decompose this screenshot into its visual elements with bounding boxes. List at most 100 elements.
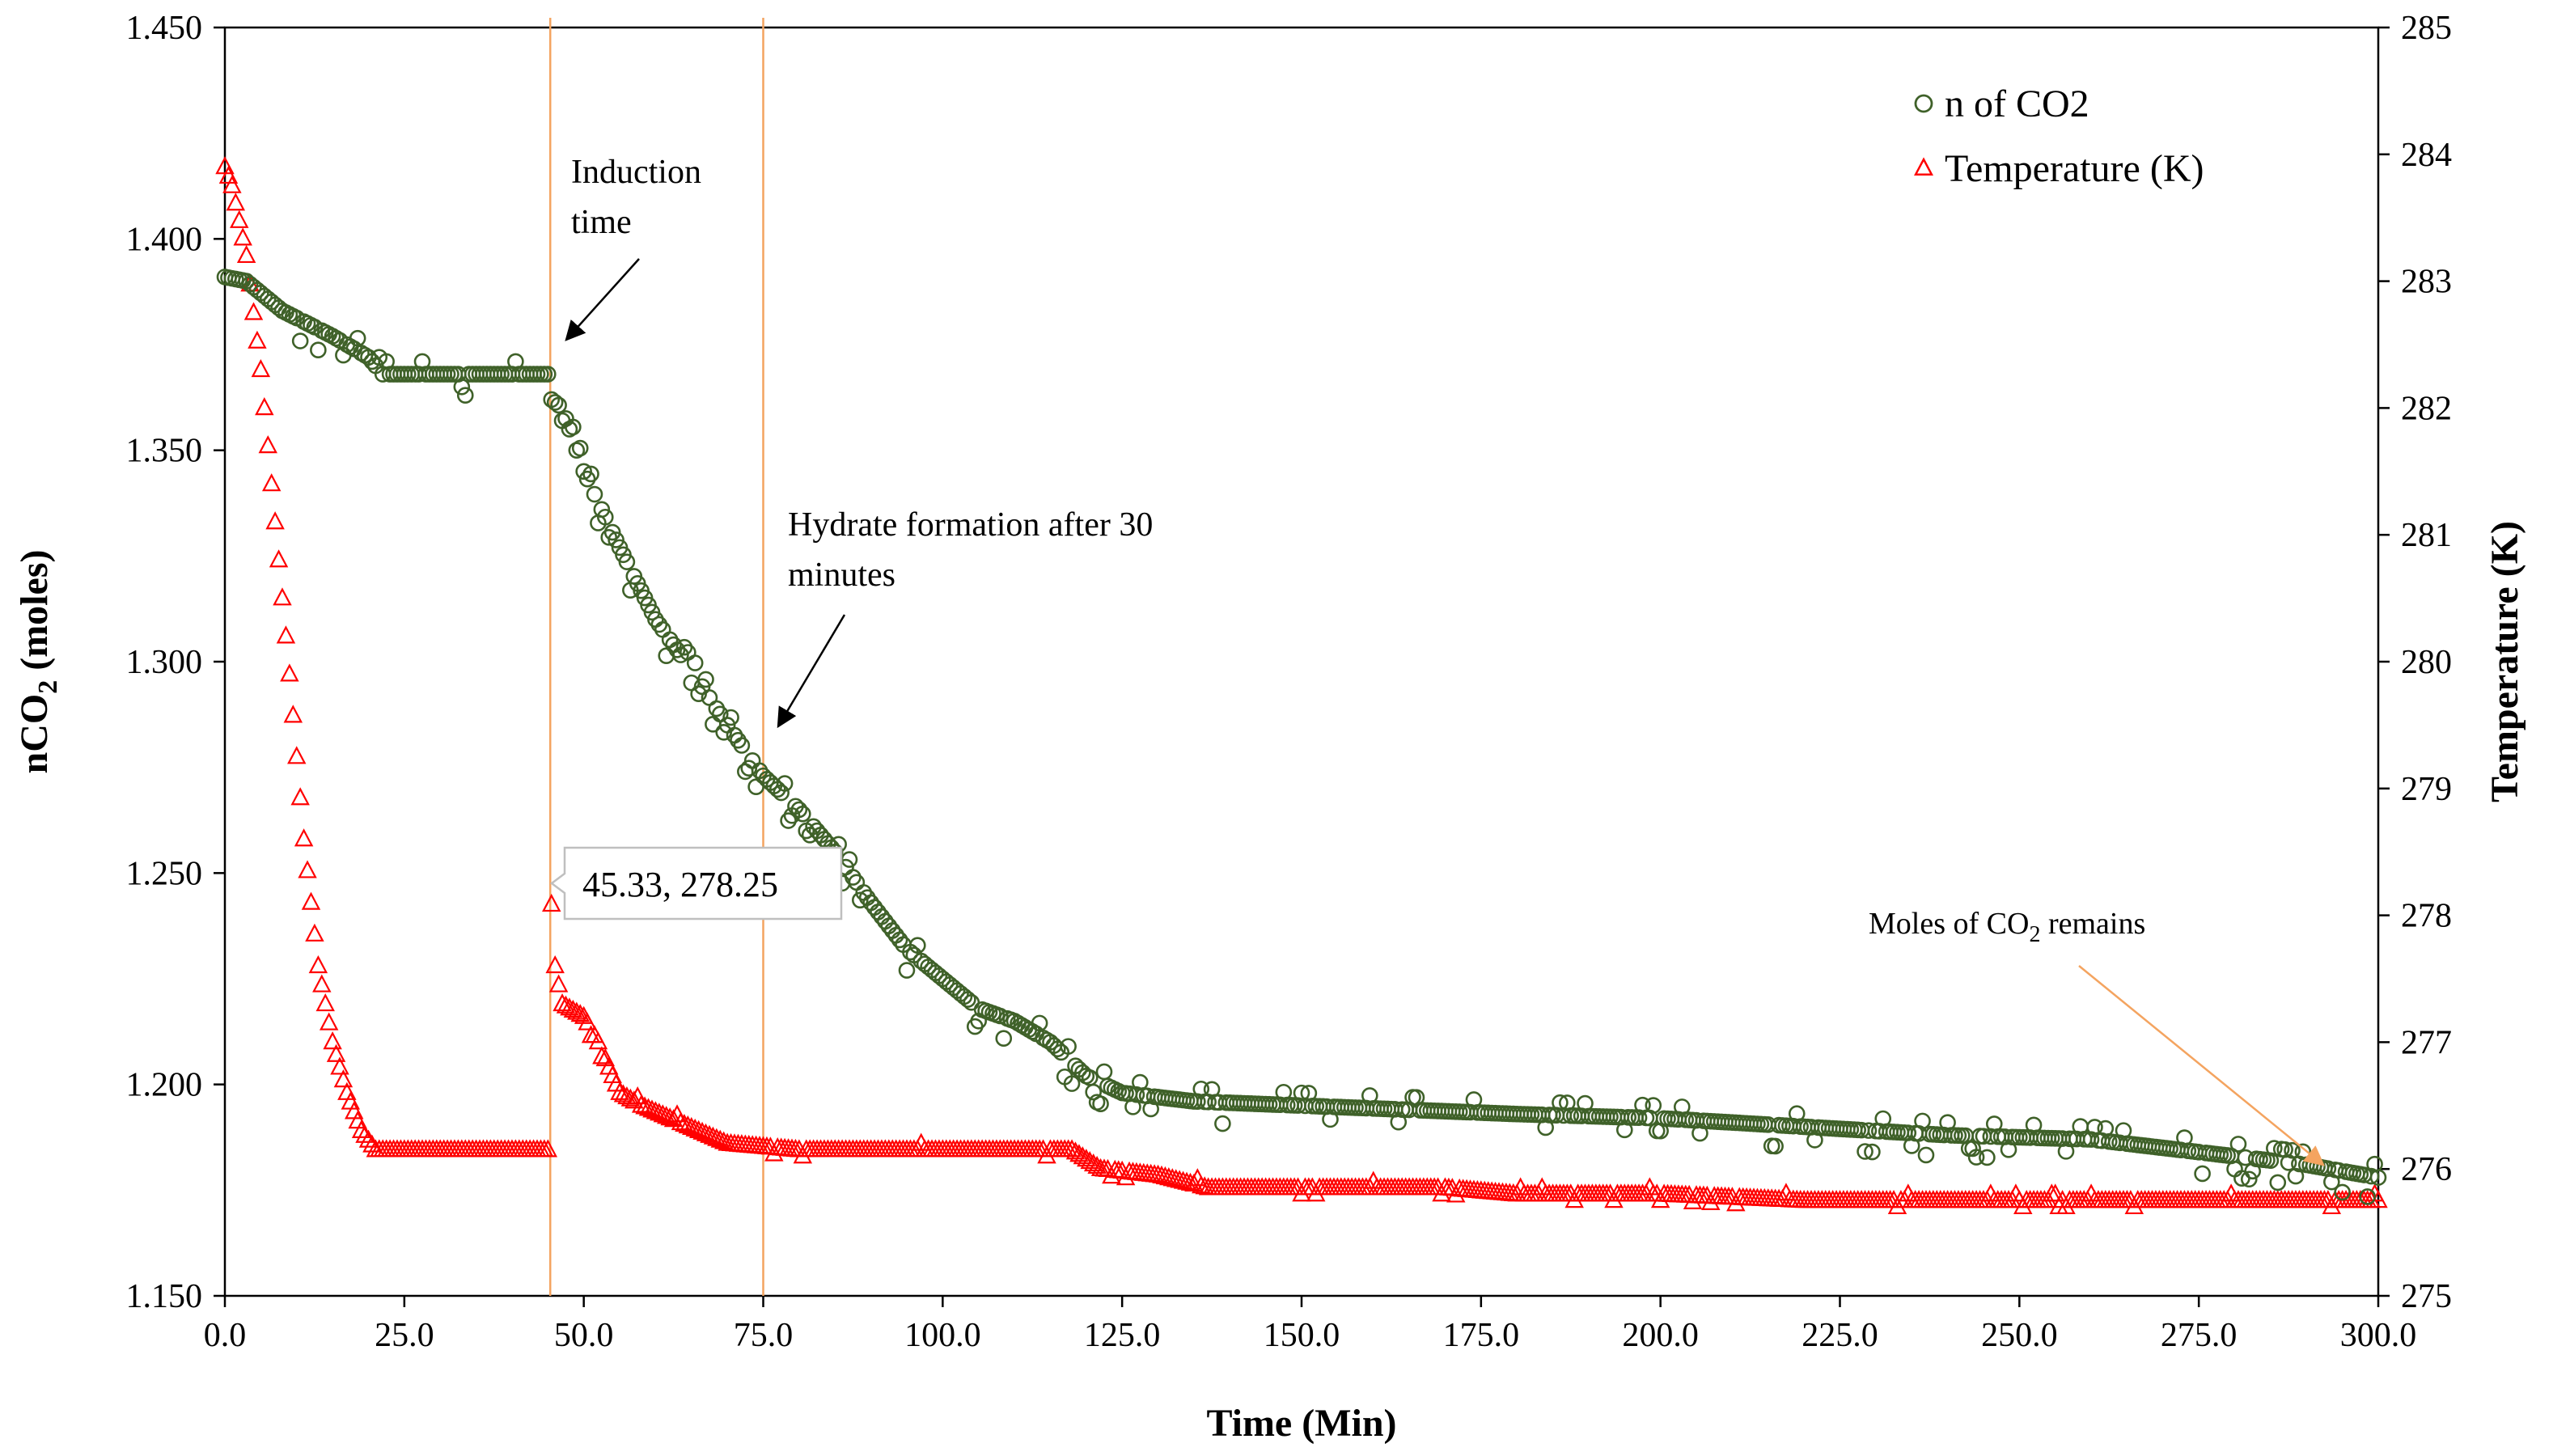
nco2-point <box>1092 1095 1109 1113</box>
nco2-point <box>672 646 689 663</box>
y-right-tick-label: 281 <box>2401 517 2452 554</box>
temperature-point <box>258 435 277 454</box>
nco2-point <box>2359 1188 2376 1205</box>
annotation-hydrate-line1: Hydrate formation after 30 <box>788 506 1153 544</box>
temperature-point <box>556 995 576 1014</box>
nco2-point <box>722 709 739 726</box>
temperature-point <box>265 511 285 530</box>
temperature-point <box>261 473 282 492</box>
nco2-point <box>291 332 309 349</box>
y-right-tick-label: 285 <box>2401 10 2452 47</box>
x-tick-label: 200.0 <box>1622 1317 1699 1354</box>
temperature-point <box>243 302 264 320</box>
nco2-point <box>1964 1140 1981 1158</box>
y-left-tick-label: 1.300 <box>126 644 203 681</box>
nco2-point <box>908 937 926 954</box>
nco2-point <box>2266 1140 2283 1157</box>
temperature-point <box>230 210 249 228</box>
nco2-point <box>550 396 567 414</box>
callout-label: 45.33, 278.25 <box>582 865 778 904</box>
nco2-point <box>661 631 679 649</box>
legend-label: Temperature (K) <box>1945 147 2204 190</box>
nco2-point <box>582 465 599 483</box>
y-right-label-group: Temperature (K) <box>2483 521 2526 802</box>
nco2-point <box>2229 1136 2247 1153</box>
nco2-point <box>1857 1143 1873 1160</box>
nco2-point <box>1142 1100 1159 1118</box>
x-tick-label: 300.0 <box>2340 1317 2417 1354</box>
nco2-point <box>2334 1183 2351 1201</box>
nco2-point <box>456 387 474 404</box>
nco2-point <box>1917 1146 1935 1164</box>
temperature-point <box>548 974 569 993</box>
nco2-point <box>740 760 758 777</box>
nco2-point <box>959 991 976 1008</box>
y-right-tick-label: 284 <box>2401 137 2452 174</box>
y-right-tick-label: 282 <box>2401 390 2452 427</box>
x-tick-label: 250.0 <box>1981 1317 2058 1354</box>
temperature-point <box>358 1129 379 1148</box>
nco2-point <box>571 439 589 457</box>
nco2-point <box>2269 1174 2287 1191</box>
annotation-hydrate-line2: minutes <box>788 557 895 594</box>
nco2-point <box>539 366 557 383</box>
temperature-point <box>542 893 561 912</box>
y-left-tick-label: 1.150 <box>126 1278 203 1315</box>
temperature-point <box>251 359 271 378</box>
nco2-point <box>1645 1097 1662 1114</box>
temperature-point <box>1073 1146 1093 1165</box>
temperature-point <box>1180 1172 1200 1191</box>
nco2-point <box>654 620 671 638</box>
nco2-point <box>665 636 682 654</box>
temperature-point <box>355 1124 375 1143</box>
nco2-point <box>733 737 751 754</box>
nco2-point <box>1095 1063 1113 1081</box>
nco2-point <box>848 874 866 891</box>
temperature-point <box>567 1001 586 1020</box>
legend-label: n of CO2 <box>1945 83 2089 125</box>
nco2-point <box>1860 1122 1878 1139</box>
temperature-point <box>326 1043 346 1062</box>
x-tick-label: 175.0 <box>1443 1317 1520 1354</box>
nco2-point <box>2082 1131 2100 1148</box>
temperature-point <box>538 1139 558 1158</box>
nco2-point <box>2362 1167 2380 1185</box>
y-right-axis-label: Temperature (K) <box>2483 521 2526 802</box>
nco2-point <box>1914 1112 1931 1130</box>
temperature-point <box>563 999 583 1018</box>
legend: n of CO2 Temperature (K) <box>1914 83 2204 190</box>
nco2-point <box>2240 1170 2258 1188</box>
temperature-point <box>617 1086 637 1105</box>
nco2-point <box>2369 1169 2387 1186</box>
y-right-tick-label: 280 <box>2401 644 2452 681</box>
nco2-point <box>2244 1162 2262 1180</box>
nco2-point <box>2280 1154 2297 1171</box>
nco2-point <box>794 805 811 823</box>
temperature-point <box>578 1012 597 1031</box>
y-right-tick-label: 276 <box>2401 1151 2452 1188</box>
nco2-point <box>618 553 636 570</box>
temperature-point <box>222 175 242 193</box>
nco2-point <box>1979 1149 1996 1166</box>
temperature-point <box>620 1088 641 1107</box>
temperature-point <box>545 954 565 974</box>
x-tick-label: 25.0 <box>375 1317 434 1354</box>
y-right-tick-label: 279 <box>2401 771 2452 808</box>
y-left-tick-label: 1.200 <box>126 1067 203 1104</box>
temperature-point <box>588 1031 608 1050</box>
temperature-point <box>570 1004 590 1022</box>
nco2-point <box>790 801 808 819</box>
nco2-point <box>898 962 916 979</box>
legend-marker-temperature <box>1914 157 1933 176</box>
y-right-tick-label: 275 <box>2401 1278 2452 1315</box>
nco2-point <box>2262 1152 2280 1170</box>
x-tick-label: 275.0 <box>2161 1317 2238 1354</box>
annotation-induction-line2: time <box>571 204 632 241</box>
temperature-point <box>287 746 307 764</box>
x-tick-label: 150.0 <box>1264 1317 1340 1354</box>
temperature-point <box>1062 1139 1082 1158</box>
nco2-point <box>1214 1115 1231 1132</box>
nco2-point <box>2284 1141 2301 1159</box>
temperature-point <box>290 787 310 806</box>
